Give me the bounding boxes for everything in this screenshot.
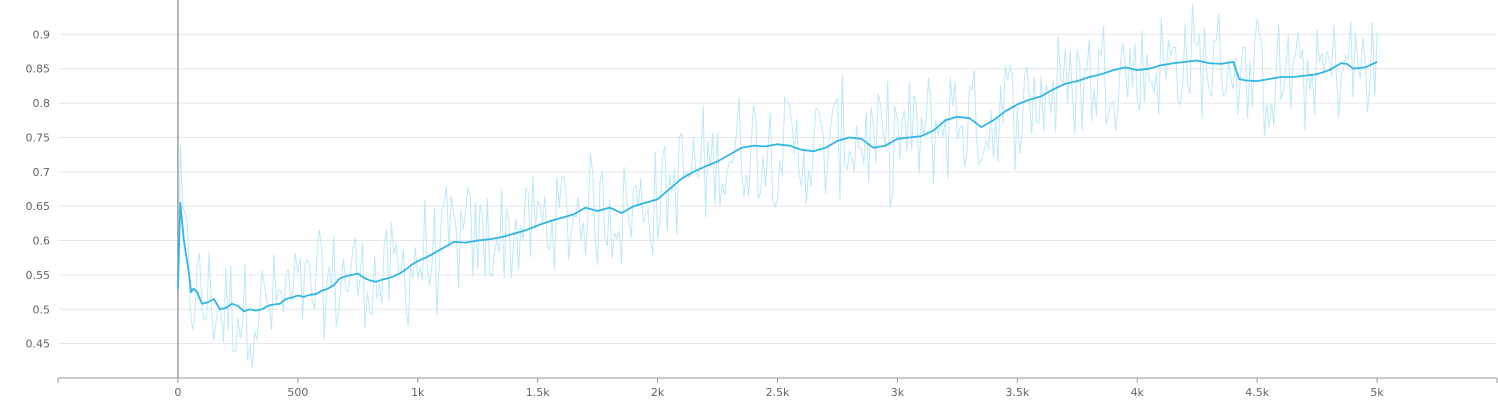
x-tick-label: 1.5k bbox=[526, 386, 550, 399]
y-tick-label: 0.65 bbox=[26, 200, 51, 213]
raw-series-line bbox=[177, 3, 1378, 369]
y-tick-label: 0.6 bbox=[33, 235, 51, 248]
x-tick-label: 0 bbox=[174, 386, 181, 399]
grid-lines bbox=[58, 33, 1497, 345]
x-axis bbox=[57, 377, 1498, 383]
y-tick-label: 0.85 bbox=[26, 63, 51, 76]
y-tick-label: 0.8 bbox=[33, 97, 51, 110]
y-tick-label: 0.55 bbox=[26, 269, 51, 282]
y-tick-label: 0.5 bbox=[33, 303, 51, 316]
y-tick-label: 0.45 bbox=[26, 338, 51, 351]
raw-series-layer bbox=[177, 3, 1378, 369]
x-axis-tick-labels: 0 500 1k 1.5k 2k 2.5k 3k 3.5k 4k 4.5k 5k bbox=[174, 386, 1384, 399]
x-tick-label: 4k bbox=[1131, 386, 1145, 399]
y-tick-label: 0.7 bbox=[33, 166, 51, 179]
smoothed-series-layer bbox=[177, 59, 1378, 313]
x-tick-label: 1k bbox=[411, 386, 425, 399]
y-tick-label: 0.75 bbox=[26, 131, 51, 144]
x-tick-label: 2.5k bbox=[766, 386, 790, 399]
x-tick-label: 5k bbox=[1370, 386, 1384, 399]
x-tick-label: 4.5k bbox=[1245, 386, 1269, 399]
x-tick-label: 3k bbox=[891, 386, 905, 399]
smoothed-series-line bbox=[177, 59, 1378, 313]
y-axis-tick-labels: 0.45 0.5 0.55 0.6 0.65 0.7 0.75 0.8 0.85 0.9 bbox=[26, 28, 51, 350]
y-tick-label: 0.9 bbox=[33, 28, 51, 41]
x-tick-label: 2k bbox=[651, 386, 665, 399]
x-tick-label: 3.5k bbox=[1005, 386, 1029, 399]
x-tick-label: 500 bbox=[287, 386, 308, 399]
